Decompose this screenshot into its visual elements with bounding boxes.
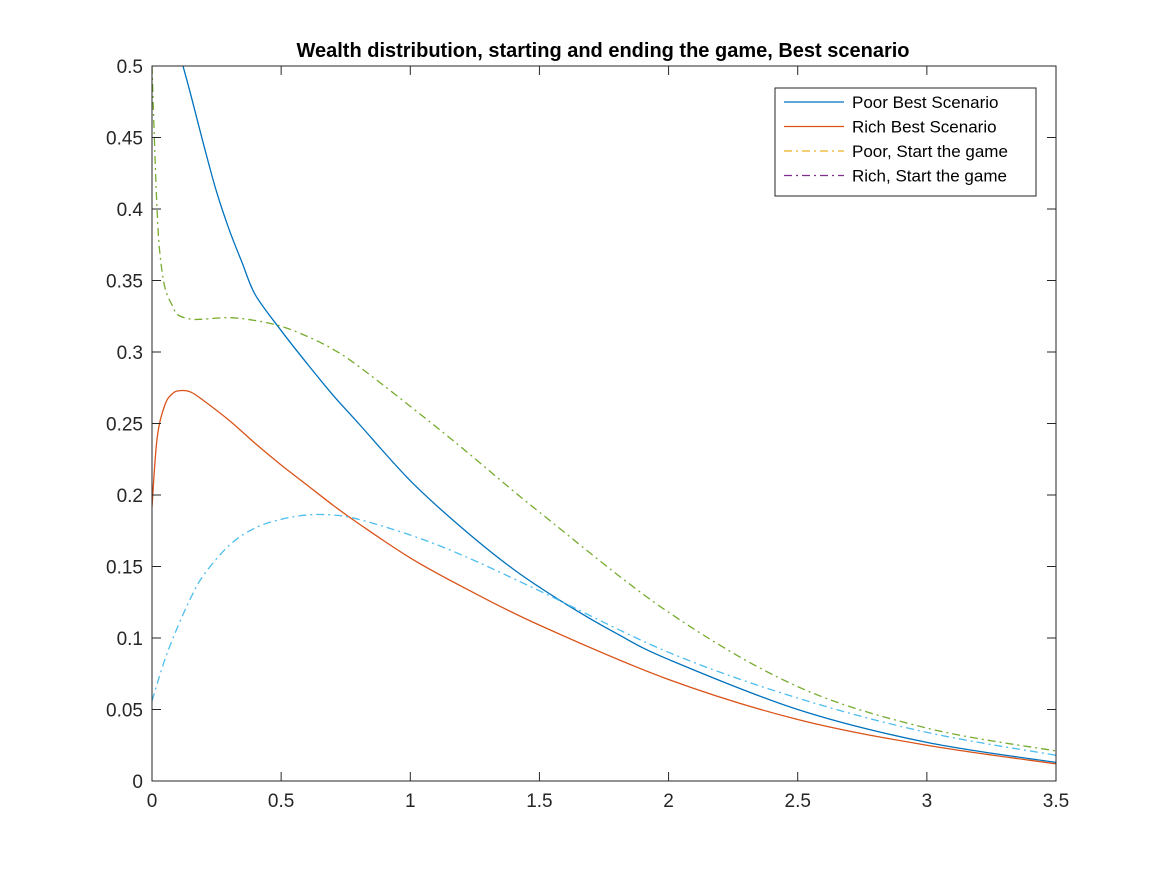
x-tick-label: 1 bbox=[405, 791, 416, 812]
x-tick-labels: 0 0.5 1 1.5 2 2.5 3 3.5 bbox=[147, 791, 1070, 812]
x-tick-label: 3.5 bbox=[1043, 791, 1069, 812]
legend: Poor Best Scenario Rich Best Scenario Poor… bbox=[774, 87, 1037, 197]
x-tick-label: 0 bbox=[147, 791, 158, 812]
series-line-poor-best-scenario bbox=[182, 66, 1056, 764]
x-tick-label: 2 bbox=[663, 791, 674, 812]
y-tick-label: 0.25 bbox=[106, 415, 143, 436]
y-tick-label: 0.45 bbox=[106, 129, 143, 150]
x-tick-label: 3 bbox=[922, 791, 933, 812]
y-tick-label: 0.3 bbox=[117, 343, 143, 364]
legend-label-poor-start-the-game: Poor, Start the game bbox=[852, 142, 1008, 161]
series-line-rich-best-scenario bbox=[152, 389, 1056, 765]
legend-label-poor-best-scenario: Poor Best Scenario bbox=[852, 93, 998, 112]
y-tick-label: 0.1 bbox=[117, 629, 143, 650]
chart-title: Wealth distribution, starting and ending… bbox=[296, 40, 909, 62]
x-tick-label: 0.5 bbox=[268, 791, 294, 812]
y-tick-label: 0.5 bbox=[117, 57, 143, 78]
y-tick-label: 0 bbox=[132, 772, 143, 793]
y-tick-labels: 0 0.05 0.1 0.15 0.2 0.25 0.3 0.35 0.4 0.45 0.5 bbox=[106, 57, 143, 793]
series-line-rich-start-the-game bbox=[152, 513, 1056, 756]
legend-box bbox=[774, 87, 1037, 197]
y-tick-label: 0.2 bbox=[117, 486, 143, 507]
y-tick-label: 0.15 bbox=[106, 558, 143, 579]
y-tick-label: 0.4 bbox=[117, 200, 144, 221]
legend-label-rich-start-the-game: Rich, Start the game bbox=[852, 167, 1007, 186]
y-tick-label: 0.35 bbox=[106, 272, 143, 293]
y-tick-label: 0.05 bbox=[106, 701, 143, 722]
x-tick-label: 1.5 bbox=[526, 791, 552, 812]
x-tick-label: 2.5 bbox=[785, 791, 811, 812]
legend-label-rich-best-scenario: Rich Best Scenario bbox=[852, 118, 997, 137]
series-line-poor-start-the-game bbox=[152, 66, 1056, 752]
tick-marks bbox=[151, 65, 1057, 782]
series-group bbox=[152, 66, 1056, 765]
